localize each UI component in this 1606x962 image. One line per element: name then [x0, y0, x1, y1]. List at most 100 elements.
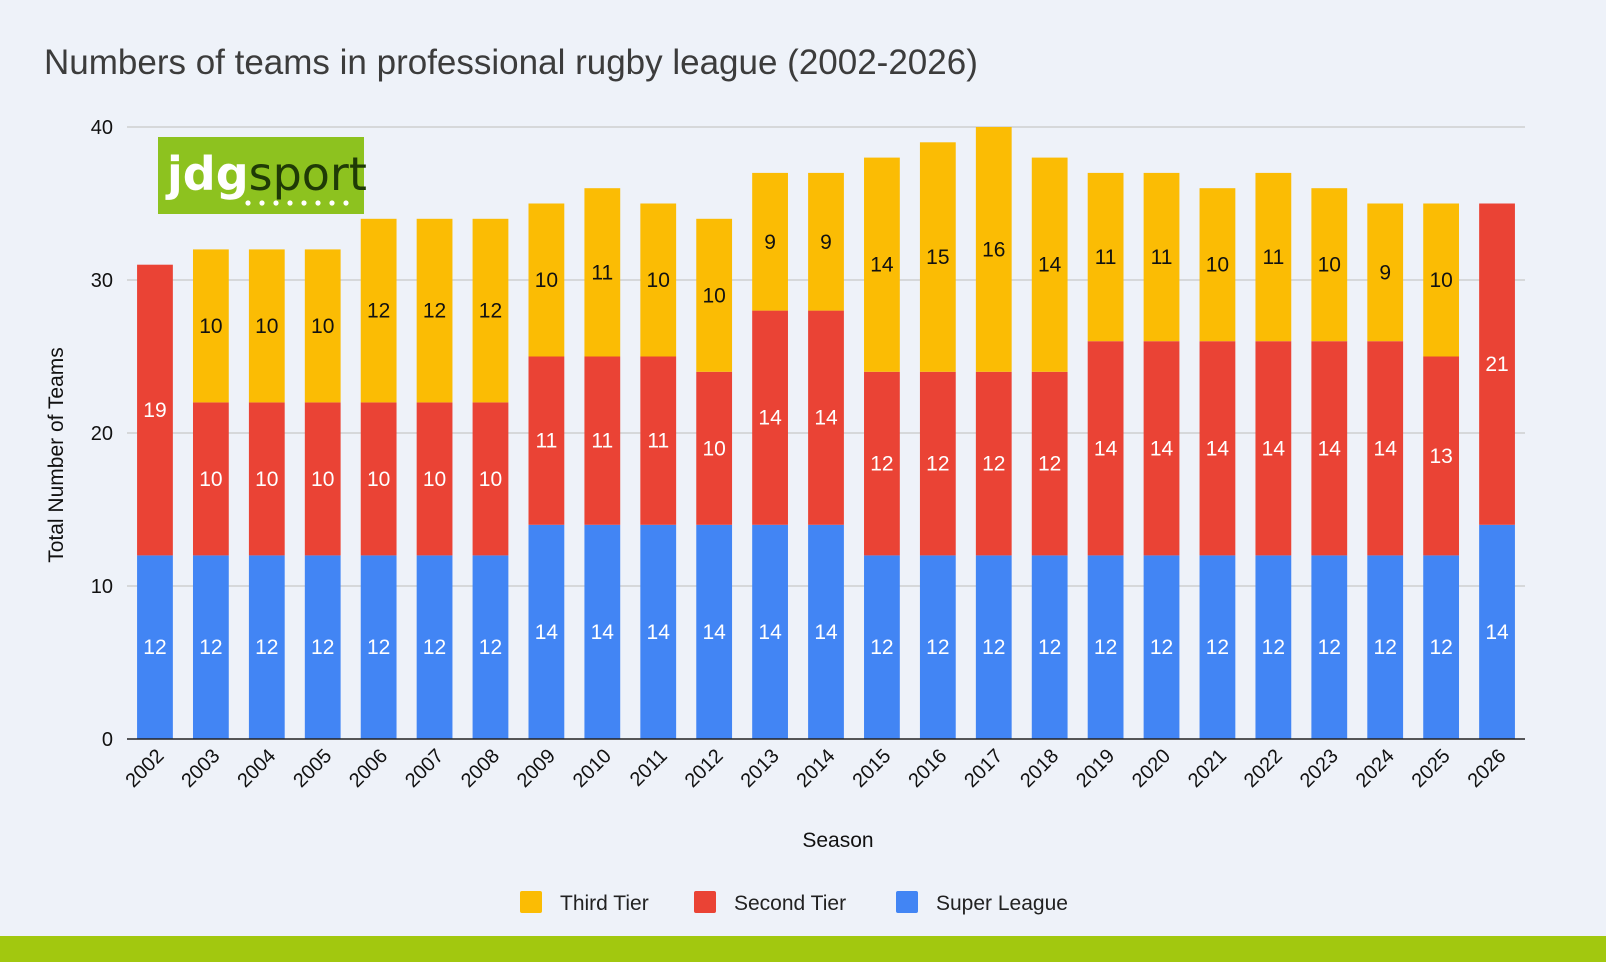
bar-second-tier-2022 — [1255, 341, 1292, 556]
bar-third-tier-2005 — [304, 249, 341, 403]
bar-third-tier-2023 — [1311, 188, 1348, 342]
logo-dot — [245, 200, 251, 206]
data-label: 10 — [702, 284, 725, 307]
data-label: 14 — [758, 621, 782, 644]
legend-label: Second Tier — [734, 892, 846, 915]
y-tick-label: 0 — [102, 729, 113, 751]
data-label: 11 — [1262, 246, 1284, 269]
data-label: 14 — [814, 621, 838, 644]
bar-third-tier-2004 — [248, 249, 285, 403]
data-label: 9 — [764, 231, 776, 254]
data-label: 10 — [311, 315, 334, 338]
x-tick-label: 2002 — [121, 745, 168, 792]
logo-dot — [273, 200, 279, 206]
bar-super-league-2021 — [1199, 555, 1236, 739]
data-label: 10 — [1429, 269, 1452, 292]
bar-second-tier-2008 — [472, 402, 509, 556]
data-label: 12 — [367, 636, 390, 659]
bar-second-tier-2010 — [584, 356, 621, 525]
logo-dot — [259, 200, 265, 206]
y-axis-label: Total Number of Teams — [45, 347, 68, 563]
data-label: 14 — [1262, 437, 1286, 460]
x-tick-label: 2015 — [848, 745, 895, 792]
data-label: 12 — [479, 636, 502, 659]
bar-super-league-2016 — [919, 555, 956, 739]
x-tick-label: 2011 — [626, 745, 672, 791]
bar-third-tier-2015 — [864, 157, 900, 372]
bar-second-tier-2019 — [1087, 341, 1124, 556]
legend-swatch-third-tier — [520, 891, 542, 913]
bar-super-league-2002 — [137, 555, 173, 739]
data-label: 10 — [367, 468, 390, 491]
data-label: 12 — [926, 453, 949, 476]
x-tick-label: 2010 — [569, 745, 616, 792]
bar-super-league-2010 — [584, 524, 621, 739]
x-tick-label: 2014 — [793, 745, 840, 792]
bar-second-tier-2013 — [752, 310, 788, 525]
legend-label: Third Tier — [560, 892, 649, 915]
x-tick-label: 2012 — [681, 745, 728, 792]
y-tick-label: 40 — [91, 117, 113, 139]
data-label: 12 — [982, 636, 1005, 659]
data-label: 12 — [870, 453, 893, 476]
bar-third-tier-2022 — [1255, 172, 1292, 342]
bar-super-league-2025 — [1423, 555, 1460, 739]
bar-super-league-2008 — [472, 555, 509, 739]
x-tick-label: 2024 — [1352, 745, 1399, 792]
data-label: 12 — [982, 453, 1005, 476]
bar-third-tier-2021 — [1199, 188, 1236, 342]
bar-second-tier-2005 — [304, 402, 341, 556]
y-axis-ticks: 0 10 20 30 40 — [91, 117, 113, 751]
bar-second-tier-2007 — [416, 402, 453, 556]
x-tick-label: 2005 — [289, 745, 336, 792]
x-tick-label: 2020 — [1128, 745, 1175, 792]
bar-third-tier-2009 — [528, 203, 565, 357]
data-label: 10 — [1318, 254, 1341, 277]
data-label: 10 — [647, 269, 670, 292]
data-label: 10 — [702, 437, 725, 460]
bar-second-tier-2011 — [640, 356, 677, 525]
bar-second-tier-2026 — [1479, 203, 1515, 525]
data-label: 12 — [1318, 636, 1341, 659]
bar-second-tier-2015 — [864, 371, 900, 556]
bar-super-league-2006 — [360, 555, 397, 739]
logo-dot — [329, 200, 335, 206]
bar-second-tier-2017 — [975, 371, 1012, 556]
x-tick-label: 2026 — [1464, 745, 1511, 792]
data-label: 14 — [591, 621, 615, 644]
x-axis-ticks: 2002 2003 2004 2005 2006 2007 2008 2009 2010 2011… — [121, 745, 1510, 792]
x-tick-label: 2022 — [1240, 745, 1287, 792]
bar-third-tier-2011 — [640, 203, 677, 357]
x-tick-label: 2017 — [960, 745, 1007, 792]
bar-super-league-2005 — [304, 555, 341, 739]
data-label: 10 — [479, 468, 502, 491]
bar-super-league-2015 — [864, 555, 900, 739]
data-label: 12 — [870, 636, 893, 659]
bar-third-tier-2024 — [1367, 203, 1404, 342]
data-label: 12 — [1206, 636, 1229, 659]
bar-super-league-2009 — [528, 524, 565, 739]
data-label: 9 — [1379, 261, 1391, 284]
bar-second-tier-2003 — [192, 402, 229, 556]
bar-super-league-2024 — [1367, 555, 1404, 739]
bar-third-tier-2020 — [1143, 172, 1180, 342]
bar-third-tier-2003 — [192, 249, 229, 403]
data-label: 12 — [1429, 636, 1452, 659]
bar-super-league-2023 — [1311, 555, 1348, 739]
x-tick-label: 2021 — [1184, 745, 1231, 792]
bar-super-league-2018 — [1031, 555, 1068, 739]
x-tick-label: 2019 — [1072, 745, 1119, 792]
data-label: 14 — [1150, 437, 1174, 460]
logo-dots — [245, 200, 349, 206]
bar-super-league-2011 — [640, 524, 677, 739]
data-label: 10 — [423, 468, 446, 491]
data-label: 12 — [1262, 636, 1285, 659]
footer-bar — [0, 936, 1606, 962]
bar-third-tier-2006 — [360, 218, 397, 403]
bars-layer: 12 19 12 10 10 12 10 10 12 10 10 12 10 12 12 10 12 12 10 12… — [127, 127, 1525, 740]
y-tick-label: 30 — [91, 270, 113, 292]
x-tick-label: 2023 — [1296, 745, 1343, 792]
logo-dot — [343, 200, 349, 206]
bar-third-tier-2007 — [416, 218, 453, 403]
